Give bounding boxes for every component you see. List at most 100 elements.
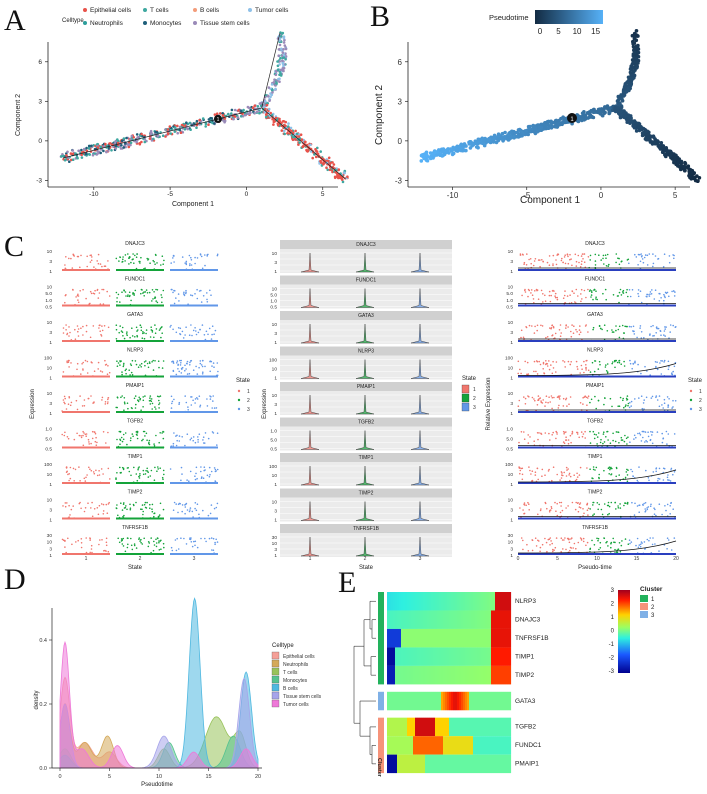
panel-b-cell [652, 140, 656, 145]
panel-c-left-point [84, 433, 87, 436]
panel-c-right-point [635, 544, 637, 547]
panel-c-left-point [204, 537, 206, 540]
panel-e-heat-cell [447, 665, 450, 685]
panel-a-cell [295, 132, 299, 136]
panel-c-right-point [542, 399, 544, 401]
panel-e-heat-cell [389, 754, 392, 774]
panel-c-right-point [667, 368, 670, 371]
panel-c-right-point [620, 260, 623, 263]
panel-e-colorbar-tick: -3 [609, 669, 615, 675]
panel-e-heat-cell [429, 717, 432, 737]
panel-b-cell [679, 161, 684, 166]
panel-c-right-point [663, 334, 665, 336]
panel-c-left-point [196, 398, 199, 400]
panel-e-heat-cell [455, 754, 458, 774]
panel-e-heat-cell [475, 691, 478, 711]
panel-b-legend-title: Pseudotime [489, 13, 529, 22]
panel-c-left-point [132, 292, 134, 294]
panel-b-cell [636, 124, 640, 129]
panel-e-heat-cell [491, 592, 494, 611]
panel-c-legend-title: State [688, 378, 703, 384]
panel-e-cluster-swatch [640, 595, 648, 602]
panel-c-left-point [124, 506, 127, 509]
panel-c-right-point [544, 405, 546, 407]
panel-c-left-point [145, 332, 147, 335]
panel-c-right-point [611, 467, 613, 470]
panel-c-right-point [576, 368, 579, 370]
panel-c-right-point [597, 432, 600, 434]
panel-e-heat-cell [499, 610, 502, 629]
panel-c-right-point [626, 480, 629, 483]
panel-c-mid-violin [410, 359, 430, 379]
panel-c-mid-ytick: 0.5 [270, 305, 277, 311]
panel-c-left-point [125, 368, 127, 370]
panel-c-left-point [207, 514, 210, 517]
panel-e-heat-cell [479, 717, 482, 737]
panel-c-right-point [653, 513, 656, 515]
panel-c-right-point [658, 503, 661, 506]
panel-a-cell [276, 68, 280, 71]
panel-c-left-point [142, 438, 144, 441]
panel-c-left-point [122, 503, 125, 506]
panel-c-left-point [62, 327, 65, 329]
panel-c-left-point [141, 289, 143, 291]
panel-c-right-point [581, 260, 583, 263]
panel-b-cell [634, 29, 639, 33]
panel-a-cell [148, 137, 152, 140]
panel-c-left-point [126, 334, 128, 337]
panel-a-cell [309, 143, 312, 147]
panel-c-left-point [105, 442, 107, 444]
panel-e-heat-cell [451, 647, 454, 666]
panel-c-left-point [66, 360, 68, 362]
panel-e-heat-cell [467, 592, 470, 611]
panel-c-left-point [201, 267, 204, 270]
panel-c-right-point [572, 547, 574, 549]
panel-e-heat-cell [427, 717, 430, 737]
panel-e-heat-cell [423, 691, 426, 711]
panel-c-left-point [202, 371, 204, 373]
panel-c-left-point [172, 370, 175, 372]
panel-e-heat-cell [387, 665, 390, 685]
panel-b-cell [622, 114, 627, 118]
panel-c-right-point [644, 502, 647, 504]
panel-b-cell [505, 136, 510, 140]
panel-c-left-point [76, 255, 79, 258]
panel-c-right-point [601, 513, 604, 516]
panel-c-left-point [107, 326, 110, 329]
panel-c-left-point [170, 324, 172, 327]
panel-c-left-point [136, 330, 138, 332]
panel-c-left-point [145, 469, 147, 472]
panel-c-left-point [100, 468, 103, 470]
panel-c-left-point [171, 549, 174, 552]
panel-c-right-point [583, 371, 585, 374]
panel-e-heat-cell [489, 628, 492, 648]
panel-b-cell [503, 130, 507, 135]
panel-e-cluster-band [378, 717, 384, 774]
panel-a-xlabel: Component 1 [172, 201, 214, 208]
panel-e-heat-cell [421, 647, 424, 666]
panel-e-heat-cell [475, 736, 478, 755]
panel-a-cell [278, 43, 282, 47]
panel-c-left-point [214, 480, 216, 482]
panel-c-left-point [86, 372, 89, 374]
panel-a-cell [114, 147, 118, 150]
panel-e-heat-cell [487, 736, 490, 755]
panel-c-right-point [527, 434, 529, 436]
panel-c-left-point [184, 506, 187, 508]
panel-c-left-point [148, 441, 150, 444]
panel-b-cell [442, 148, 447, 153]
panel-e-heat-cell [413, 610, 416, 629]
panel-c-right-point [591, 477, 593, 479]
panel-c-right-point [536, 432, 539, 434]
panel-c-left-point [130, 537, 132, 540]
panel-a-legend-label: Epithelial cells [90, 7, 132, 14]
panel-b-cell [679, 167, 683, 172]
panel-c-right-point [523, 512, 525, 515]
panel-a-cells [59, 31, 349, 184]
panel-c-left-point [62, 505, 64, 507]
panel-c-right-point [589, 259, 591, 261]
panel-c-right-point [551, 542, 553, 545]
panel-c-left-point [121, 538, 123, 541]
panel-e-heat-cell [445, 736, 448, 755]
panel-c-right-point [520, 372, 522, 375]
